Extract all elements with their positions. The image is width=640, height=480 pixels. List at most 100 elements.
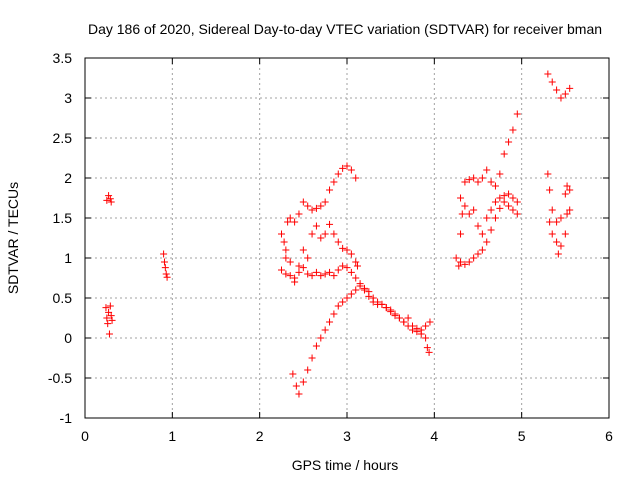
data-point [292, 382, 300, 390]
data-point [299, 264, 307, 272]
data-point [103, 196, 111, 204]
data-point [286, 258, 294, 266]
data-point [423, 344, 431, 352]
data-point [326, 318, 334, 326]
data-point [417, 326, 425, 334]
y-tick-label: -0.5 [48, 370, 72, 386]
data-point [557, 214, 565, 222]
data-point [561, 230, 569, 238]
data-point [461, 202, 469, 210]
data-point [491, 182, 499, 190]
data-point [347, 166, 355, 174]
data-point [326, 186, 334, 194]
grid [85, 58, 609, 418]
data-point [474, 250, 482, 258]
data-point [458, 210, 466, 218]
x-tick-label: 6 [605, 428, 613, 444]
data-point [553, 218, 561, 226]
data-point [291, 218, 299, 226]
data-point [409, 322, 416, 330]
data-point [160, 250, 168, 258]
data-point [457, 230, 465, 238]
data-point [513, 198, 521, 206]
data-point [339, 164, 347, 172]
data-point [308, 272, 316, 280]
data-point [160, 258, 168, 266]
data-point [291, 278, 299, 286]
data-point [554, 250, 562, 258]
data-point [278, 266, 285, 274]
data-point [106, 195, 114, 203]
data-point [422, 334, 430, 342]
data-point [334, 302, 342, 310]
data-point [546, 218, 554, 226]
data-point [487, 178, 495, 186]
data-point [107, 198, 115, 206]
data-point [548, 230, 556, 238]
data-point [426, 318, 434, 326]
data-point [304, 202, 312, 210]
data-point [470, 254, 478, 262]
data-point [326, 268, 334, 276]
data-point [470, 174, 478, 182]
data-point [317, 202, 325, 210]
data-point [546, 186, 554, 194]
data-point [343, 162, 351, 170]
data-point [548, 206, 556, 214]
data-point [326, 220, 334, 228]
data-point [513, 210, 521, 218]
data-point [105, 192, 113, 200]
series-track-f [282, 220, 361, 286]
data-point [544, 170, 552, 178]
data-point [304, 270, 312, 278]
y-tick-label: -1 [60, 410, 73, 426]
data-point [299, 198, 307, 206]
x-tick-label: 5 [518, 428, 526, 444]
series-track-c [160, 250, 171, 281]
data-point [487, 206, 495, 214]
data-point [162, 270, 170, 278]
data-point [339, 244, 347, 252]
data-point [474, 178, 482, 186]
data-point [491, 198, 499, 206]
y-tick-label: 3 [64, 90, 72, 106]
data-point [308, 354, 316, 362]
x-tick-label: 3 [343, 428, 351, 444]
data-point [286, 214, 294, 222]
series-track-i [457, 190, 521, 238]
plot-frame [84, 57, 610, 419]
data-point [496, 194, 504, 202]
data-point [496, 204, 504, 212]
data-point [422, 322, 430, 330]
data-point [284, 218, 292, 226]
data-point [487, 226, 495, 234]
data-point [563, 210, 571, 218]
data-point [470, 206, 478, 214]
data-point [282, 254, 290, 262]
data-point [505, 202, 513, 210]
data-point [500, 192, 508, 200]
data-point [321, 326, 329, 334]
y-tick-label: 2 [64, 170, 72, 186]
y-tick-label: 1.5 [53, 210, 73, 226]
data-point [425, 348, 433, 356]
series-track-d [278, 262, 433, 356]
data-point [304, 366, 312, 374]
data-point [413, 324, 421, 332]
y-tick-label: 2.5 [53, 130, 73, 146]
data-point [317, 334, 325, 342]
data-point [103, 314, 111, 322]
data-point [343, 246, 351, 254]
data-point [557, 242, 565, 250]
y-tick-label: 0.5 [53, 290, 73, 306]
data-point [509, 206, 517, 214]
series-track-g [289, 282, 434, 398]
data-point [308, 206, 316, 214]
data-point [478, 246, 486, 254]
data-point [106, 302, 114, 310]
data-point [161, 264, 169, 272]
chart-title: Day 186 of 2020, Sidereal Day-to-day VTE… [88, 21, 602, 37]
data-point [561, 90, 569, 98]
data-point [544, 70, 552, 78]
